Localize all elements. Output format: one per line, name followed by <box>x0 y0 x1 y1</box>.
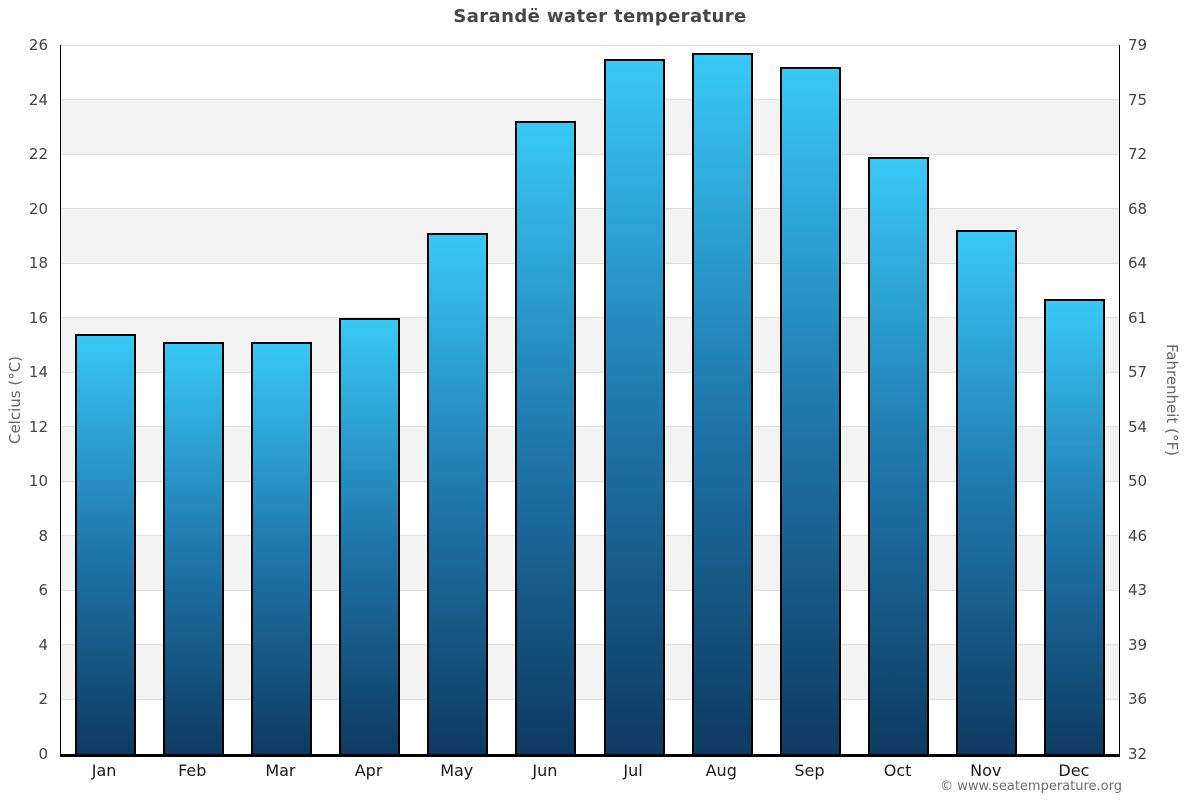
gridline <box>61 262 1119 264</box>
y-axis-label-fahrenheit: Fahrenheit (°F) <box>1163 344 1181 456</box>
bar-sep <box>779 66 841 754</box>
chart-title: Sarandë water temperature <box>453 6 747 27</box>
bar-aug <box>691 53 753 754</box>
x-tick-label-sep: Sep <box>794 761 825 780</box>
y-tick-label-celsius: 8 <box>38 526 48 545</box>
x-tick-label-jun: Jun <box>532 761 558 780</box>
plot-area <box>60 44 1120 757</box>
y-tick-label-fahrenheit: 79 <box>1128 36 1148 54</box>
bar-oct <box>868 156 930 754</box>
gridline <box>61 99 1119 101</box>
y-tick-label-celsius: 20 <box>28 199 48 218</box>
background-band <box>61 535 1119 591</box>
y-tick-label-fahrenheit: 64 <box>1128 254 1148 273</box>
x-tick-label-apr: Apr <box>354 761 383 780</box>
y-tick-label-celsius: 22 <box>28 145 48 164</box>
x-tick-label-mar: Mar <box>265 761 296 780</box>
y-tick-label-fahrenheit: 72 <box>1128 145 1148 164</box>
x-tick-label-jan: Jan <box>91 761 117 780</box>
gridline <box>61 589 1119 591</box>
y-tick-label-celsius: 18 <box>28 254 48 273</box>
y-tick-label-fahrenheit: 43 <box>1128 581 1148 600</box>
y-tick-label-fahrenheit: 61 <box>1128 308 1148 327</box>
watermark: © www.seatemperature.org <box>940 779 1122 794</box>
x-tick-label-aug: Aug <box>705 761 737 780</box>
y-tick-label-fahrenheit: 39 <box>1128 635 1148 654</box>
gridline <box>61 208 1119 210</box>
bar-nov <box>956 230 1018 754</box>
y-tick-label-celsius: 6 <box>38 581 48 600</box>
y-tick-label-celsius: 12 <box>28 417 48 436</box>
y-tick-label-fahrenheit: 68 <box>1128 199 1148 218</box>
y-tick-label-fahrenheit: 54 <box>1128 417 1148 436</box>
y-tick-label-fahrenheit: 46 <box>1128 526 1148 545</box>
y-tick-label-fahrenheit: 75 <box>1128 90 1148 109</box>
bar-jul <box>603 58 665 754</box>
x-tick-label-may: May <box>440 761 474 780</box>
background-band <box>61 426 1119 482</box>
background-band <box>61 317 1119 373</box>
gridline <box>61 371 1119 373</box>
y-tick-label-fahrenheit: 50 <box>1128 472 1148 491</box>
bar-apr <box>339 317 401 754</box>
gridline <box>61 153 1119 155</box>
x-tick-label-feb: Feb <box>178 761 207 780</box>
background-band <box>61 208 1119 264</box>
x-tick-label-jul: Jul <box>623 761 643 780</box>
gridline <box>61 644 1119 646</box>
y-tick-label-celsius: 26 <box>28 36 48 54</box>
gridline <box>61 426 1119 428</box>
gridline <box>61 44 1119 46</box>
y-tick-label-fahrenheit: 32 <box>1128 745 1148 763</box>
y-tick-label-fahrenheit: 36 <box>1128 690 1148 709</box>
y-tick-label-celsius: 0 <box>38 745 48 763</box>
bar-dec <box>1044 298 1106 754</box>
y-tick-label-celsius: 14 <box>28 363 48 382</box>
background-band <box>61 644 1119 700</box>
y-tick-label-celsius: 10 <box>28 472 48 491</box>
x-tick-label-oct: Oct <box>883 761 912 780</box>
bar-feb <box>162 342 224 754</box>
gridline <box>61 535 1119 537</box>
gridline <box>61 480 1119 482</box>
bar-may <box>427 233 489 754</box>
bar-jan <box>74 334 136 754</box>
bar-jun <box>515 121 577 754</box>
y-tick-label-celsius: 4 <box>38 635 48 654</box>
gridline <box>61 317 1119 319</box>
x-tick-label-nov: Nov <box>970 761 1002 780</box>
gridline <box>61 698 1119 700</box>
y-tick-label-celsius: 2 <box>38 690 48 709</box>
x-tick-label-dec: Dec <box>1058 761 1090 780</box>
background-band <box>61 99 1119 155</box>
bar-mar <box>250 342 312 754</box>
y-tick-label-celsius: 24 <box>28 90 48 109</box>
y-axis-label-celsius: Celcius (°C) <box>6 355 24 445</box>
y-tick-label-celsius: 16 <box>28 308 48 327</box>
y-tick-label-fahrenheit: 57 <box>1128 363 1148 382</box>
